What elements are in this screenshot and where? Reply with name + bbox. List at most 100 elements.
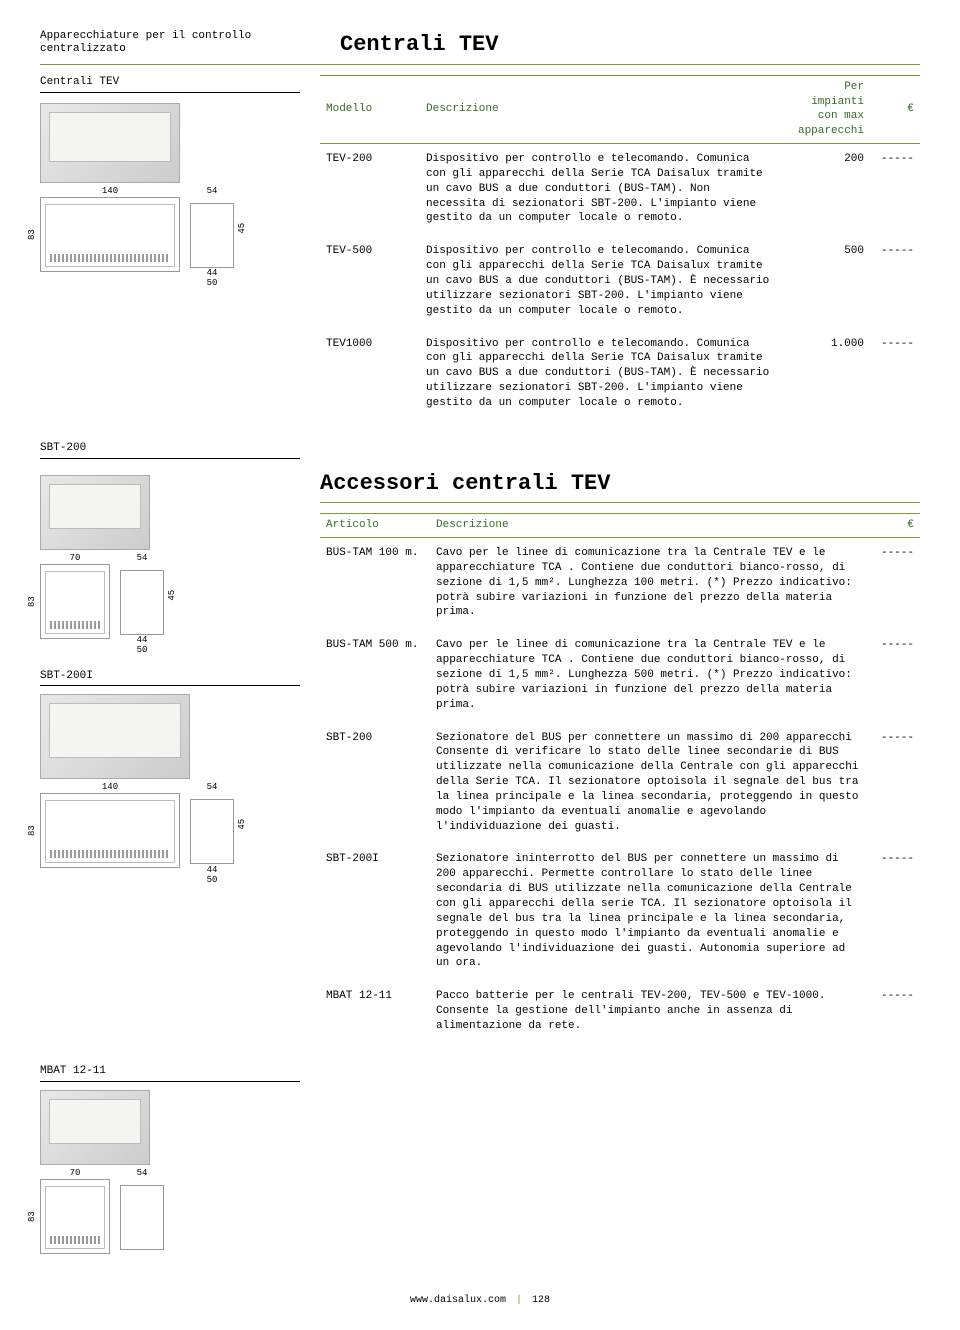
dimension-drawing-sbt200: 70 83 54 45 44 50	[40, 564, 300, 639]
table-row: TEV-500 Dispositivo per controllo e tele…	[320, 236, 920, 328]
dim-side-top: 54	[120, 1167, 164, 1179]
right-column-2: Accessori centrali TEV Articolo Descrizi…	[320, 469, 920, 1044]
dim-side-box	[190, 203, 234, 268]
product-photo-sbt200	[40, 475, 150, 550]
cell-model: MBAT 12-11	[320, 981, 430, 1044]
divider-top	[40, 64, 920, 65]
dim-front-width: 70	[40, 552, 110, 564]
th-model: Modello	[320, 75, 420, 143]
dim-front-box	[40, 1179, 110, 1254]
th-desc: Descrizione	[420, 75, 780, 143]
table-row: TEV-200 Dispositivo per controllo e tele…	[320, 144, 920, 237]
dim-front-height: 83	[26, 197, 38, 272]
dim-side-right: 45	[236, 207, 248, 250]
dim-side-box	[120, 1185, 164, 1250]
divider-section2	[320, 502, 920, 503]
footer-page: 128	[532, 1295, 550, 1306]
dim-side-top: 54	[190, 185, 234, 197]
section-accessori: 70 83 54 45 44 50 SBT-200I 140 83	[40, 469, 920, 1044]
dim-front-height: 83	[26, 564, 38, 639]
subhead-centrali: Centrali TEV	[40, 75, 300, 93]
table-row: BUS-TAM 100 m. Cavo per le linee di comu…	[320, 538, 920, 631]
cell-desc: Cavo per le linee di comunicazione tra l…	[430, 538, 870, 631]
cell-model: SBT-200I	[320, 844, 430, 981]
th-article: Articolo	[320, 514, 430, 538]
cell-desc: Dispositivo per controllo e telecomando.…	[420, 236, 780, 328]
category-label: Apparecchiature per il controllo central…	[40, 30, 340, 56]
cell-price: -----	[870, 236, 920, 328]
th-price: €	[870, 514, 920, 538]
footer-url: www.daisalux.com	[410, 1295, 506, 1306]
dim-side-top: 54	[190, 781, 234, 793]
cell-model: BUS-TAM 500 m.	[320, 630, 430, 722]
cell-price: -----	[870, 981, 920, 1044]
page-title: Centrali TEV	[340, 30, 498, 60]
cell-desc: Sezionatore del BUS per connettere un ma…	[430, 723, 870, 845]
product-photo-sbt200i	[40, 694, 190, 779]
cell-price: -----	[870, 538, 920, 631]
product-photo-tev	[40, 103, 180, 183]
cell-model: SBT-200	[320, 723, 430, 845]
section-centrali: Centrali TEV 140 83 54 45 44 50 Modello …	[40, 75, 920, 421]
left-column-2: 70 83 54 45 44 50 SBT-200I 140 83	[40, 469, 300, 1044]
category-line1: Apparecchiature per il controllo	[40, 30, 251, 42]
dim-side-bot2: 50	[120, 644, 164, 656]
table-row: BUS-TAM 500 m. Cavo per le linee di comu…	[320, 630, 920, 722]
cell-desc: Dispositivo per controllo e telecomando.…	[420, 329, 780, 421]
cell-desc: Dispositivo per controllo e telecomando.…	[420, 144, 780, 237]
table-row: TEV1000 Dispositivo per controllo e tele…	[320, 329, 920, 421]
cell-model: BUS-TAM 100 m.	[320, 538, 430, 631]
dim-front-height: 83	[26, 1179, 38, 1254]
block-sbt200: 70 83 54 45 44 50	[40, 475, 300, 639]
cell-qty: 500	[780, 236, 870, 328]
dim-side-box	[190, 799, 234, 864]
label-mbat: MBAT 12-11	[40, 1064, 300, 1082]
dim-front-height: 83	[26, 793, 38, 868]
dim-front-box	[40, 197, 180, 272]
cell-model: TEV-200	[320, 144, 420, 237]
footer-separator-icon: |	[516, 1295, 522, 1306]
dim-front-width: 70	[40, 1167, 110, 1179]
block-mbat: MBAT 12-11 70 83 54	[40, 1064, 300, 1254]
dim-side-box	[120, 570, 164, 635]
cell-price: -----	[870, 630, 920, 722]
left-column-1: Centrali TEV 140 83 54 45 44 50	[40, 75, 300, 421]
cell-qty: 200	[780, 144, 870, 237]
dim-front-box	[40, 564, 110, 639]
page-header: Apparecchiature per il controllo central…	[40, 30, 920, 60]
dim-side-right: 45	[166, 574, 178, 617]
dimension-drawing-mbat: 70 83 54	[40, 1179, 300, 1254]
cell-desc: Cavo per le linee di comunicazione tra l…	[430, 630, 870, 722]
category-line2: centralizzato	[40, 43, 126, 55]
dim-front-box	[40, 793, 180, 868]
cell-desc: Sezionatore ininterrotto del BUS per con…	[430, 844, 870, 981]
table-row: MBAT 12-11 Pacco batterie per le central…	[320, 981, 920, 1044]
product-photo-mbat	[40, 1090, 150, 1165]
cell-price: -----	[870, 329, 920, 421]
page-footer: www.daisalux.com | 128	[40, 1294, 920, 1308]
th-price: €	[870, 75, 920, 143]
label-sbt200: SBT-200	[40, 441, 300, 459]
table-centrali: Modello Descrizione Per impianti con max…	[320, 75, 920, 421]
cell-model: TEV1000	[320, 329, 420, 421]
table-row: SBT-200I Sezionatore ininterrotto del BU…	[320, 844, 920, 981]
dim-side-bot2: 50	[190, 874, 234, 886]
dimension-drawing-sbt200i: 140 83 54 45 44 50	[40, 793, 300, 868]
right-column-1: Modello Descrizione Per impianti con max…	[320, 75, 920, 421]
cell-qty: 1.000	[780, 329, 870, 421]
table-accessori: Articolo Descrizione € BUS-TAM 100 m. Ca…	[320, 513, 920, 1043]
th-qty: Per impianti con max apparecchi	[780, 75, 870, 143]
dim-side-top: 54	[120, 552, 164, 564]
cell-price: -----	[870, 723, 920, 845]
cell-desc: Pacco batterie per le centrali TEV-200, …	[430, 981, 870, 1044]
dim-front-width: 140	[40, 781, 180, 793]
dim-side-bot2: 50	[190, 277, 234, 289]
cell-price: -----	[870, 144, 920, 237]
th-desc: Descrizione	[430, 514, 870, 538]
cell-model: TEV-500	[320, 236, 420, 328]
label-sbt200i: SBT-200I	[40, 669, 300, 687]
dimension-drawing-tev: 140 83 54 45 44 50	[40, 197, 300, 272]
dim-side-right: 45	[236, 803, 248, 846]
dim-front-width: 140	[40, 185, 180, 197]
table-row: SBT-200 Sezionatore del BUS per connette…	[320, 723, 920, 845]
